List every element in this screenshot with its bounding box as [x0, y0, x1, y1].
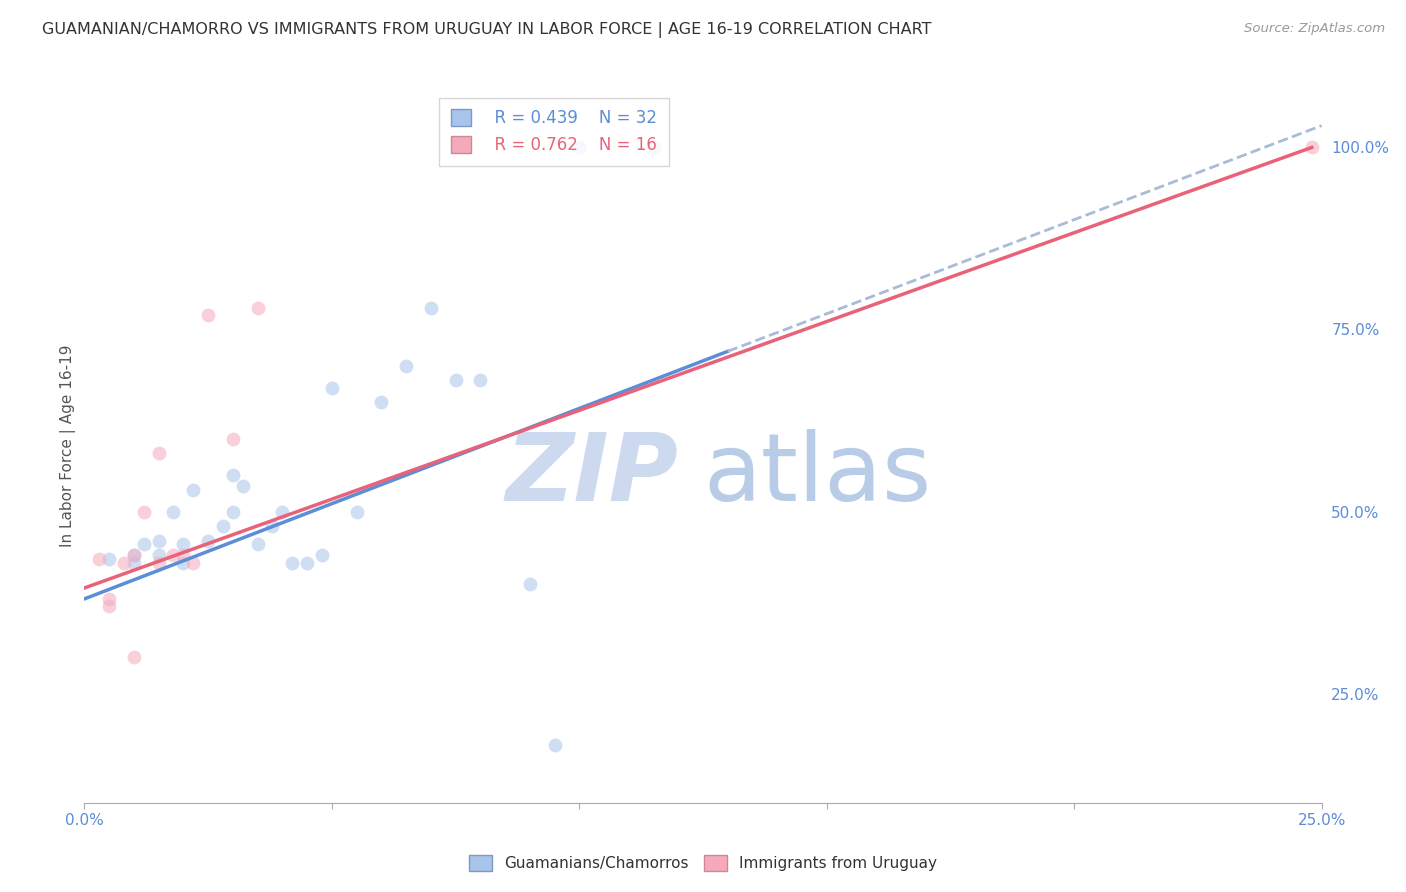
Point — [148, 533, 170, 548]
Point — [112, 556, 135, 570]
Point — [519, 577, 541, 591]
Point — [181, 483, 204, 497]
Point — [246, 537, 269, 551]
Point — [321, 381, 343, 395]
Point — [89, 552, 111, 566]
Point — [197, 308, 219, 322]
Point — [271, 504, 294, 518]
Point — [98, 552, 121, 566]
Point — [172, 548, 194, 562]
Point — [281, 556, 304, 570]
Y-axis label: In Labor Force | Age 16-19: In Labor Force | Age 16-19 — [60, 344, 76, 548]
Point — [543, 738, 565, 752]
Point — [262, 519, 284, 533]
Point — [122, 650, 145, 665]
Point — [98, 599, 121, 614]
Point — [444, 374, 467, 388]
Text: ZIP: ZIP — [505, 428, 678, 521]
Point — [132, 504, 155, 518]
Point — [370, 395, 392, 409]
Point — [148, 446, 170, 460]
Point — [222, 468, 245, 483]
Legend: Guamanians/Chamorros, Immigrants from Uruguay: Guamanians/Chamorros, Immigrants from Ur… — [463, 849, 943, 877]
Point — [222, 504, 245, 518]
Point — [246, 301, 269, 315]
Point — [295, 556, 318, 570]
Point — [181, 556, 204, 570]
Point — [162, 504, 184, 518]
Point — [1301, 140, 1323, 154]
Point — [311, 548, 333, 562]
Point — [148, 548, 170, 562]
Point — [122, 548, 145, 562]
Point — [172, 556, 194, 570]
Point — [568, 140, 591, 154]
Point — [395, 359, 418, 373]
Text: Source: ZipAtlas.com: Source: ZipAtlas.com — [1244, 22, 1385, 36]
Point — [98, 591, 121, 606]
Point — [346, 504, 368, 518]
Point — [232, 479, 254, 493]
Point — [470, 374, 492, 388]
Text: atlas: atlas — [703, 428, 931, 521]
Point — [122, 556, 145, 570]
Point — [419, 301, 441, 315]
Point — [643, 140, 665, 154]
Point — [212, 519, 235, 533]
Point — [132, 537, 155, 551]
Point — [148, 556, 170, 570]
Point — [172, 537, 194, 551]
Point — [162, 548, 184, 562]
Point — [122, 548, 145, 562]
Text: GUAMANIAN/CHAMORRO VS IMMIGRANTS FROM URUGUAY IN LABOR FORCE | AGE 16-19 CORRELA: GUAMANIAN/CHAMORRO VS IMMIGRANTS FROM UR… — [42, 22, 932, 38]
Point — [197, 533, 219, 548]
Point — [222, 432, 245, 446]
